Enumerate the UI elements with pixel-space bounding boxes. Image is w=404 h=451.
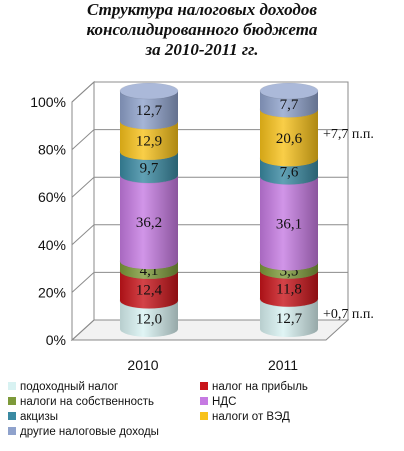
legend-label: подоходный налог: [20, 381, 119, 393]
y-tick-label: 80%: [38, 142, 66, 158]
legend-swatch: [8, 397, 16, 405]
chart-title-line-2: консолидированного бюджета: [86, 20, 318, 39]
legend-label: другие налоговые доходы: [20, 426, 159, 438]
legend-item: НДС: [200, 395, 236, 409]
legend-swatch: [8, 382, 16, 390]
data-label: 12,7: [276, 311, 303, 327]
legend: подоходный налог налог на прибыль налоги н…: [8, 380, 404, 446]
y-tick-label: 20%: [38, 284, 66, 300]
legend-item: налоги на собственность: [8, 395, 154, 409]
data-label: 36,2: [136, 215, 162, 231]
legend-label: НДС: [212, 396, 237, 408]
y-tick-label: 60%: [38, 189, 66, 205]
bar-segment: [119, 82, 179, 130]
legend-swatch: [200, 397, 208, 405]
legend-swatch: [8, 412, 16, 420]
annotation: +0,7 п.п.: [323, 307, 374, 322]
data-label: 9,7: [140, 160, 159, 176]
annotation: +7,7 п.п.: [323, 127, 374, 142]
y-tick-label: 0%: [46, 332, 66, 348]
bar-segment: [259, 82, 319, 118]
x-axis: 2010 2011: [127, 357, 298, 373]
legend-item: подоходный налог: [8, 380, 118, 394]
data-label: 7,7: [280, 97, 299, 113]
data-label: 12,9: [136, 134, 162, 150]
legend-label: акцизы: [20, 411, 58, 423]
side-wall: [71, 80, 95, 342]
data-label: 12,7: [136, 103, 163, 119]
data-label: 12,0: [136, 312, 162, 328]
x-tick-label: 2011: [268, 357, 298, 373]
legend-label: налоги от ВЭД: [212, 411, 290, 423]
legend-item: акцизы: [8, 410, 58, 424]
data-label: 12,4: [136, 283, 163, 299]
x-tick-label: 2010: [127, 357, 158, 373]
bars: 12,012,44,136,29,712,912,712,711,83,536,…: [119, 82, 319, 337]
chart-title-line-3: за 2010-2011 гг.: [145, 40, 259, 59]
data-label: 20,6: [276, 131, 303, 147]
data-label: 11,8: [276, 282, 302, 298]
data-label: 36,1: [276, 216, 302, 232]
data-label: 7,6: [280, 164, 299, 180]
chart-title-line-1: Структура налоговых доходов: [87, 0, 317, 19]
y-tick-label: 40%: [38, 237, 66, 253]
legend-swatch: [200, 382, 208, 390]
legend-item: другие налоговые доходы: [8, 425, 159, 439]
gridline: [71, 81, 348, 103]
legend-swatch: [200, 412, 208, 420]
stacked-cylinder-chart: 0%20%40%60%80%100% 12,012,44,136,29,712,…: [30, 80, 374, 373]
legend-item: налоги от ВЭД: [200, 410, 290, 424]
legend-swatch: [8, 427, 16, 435]
annotations: +7,7 п.п. +0,7 п.п.: [323, 127, 374, 322]
y-tick-label: 100%: [30, 94, 66, 110]
legend-label: налоги на собственность: [20, 396, 154, 408]
legend-label: налог на прибыль: [212, 381, 308, 393]
legend-item: налог на прибыль: [200, 380, 308, 394]
